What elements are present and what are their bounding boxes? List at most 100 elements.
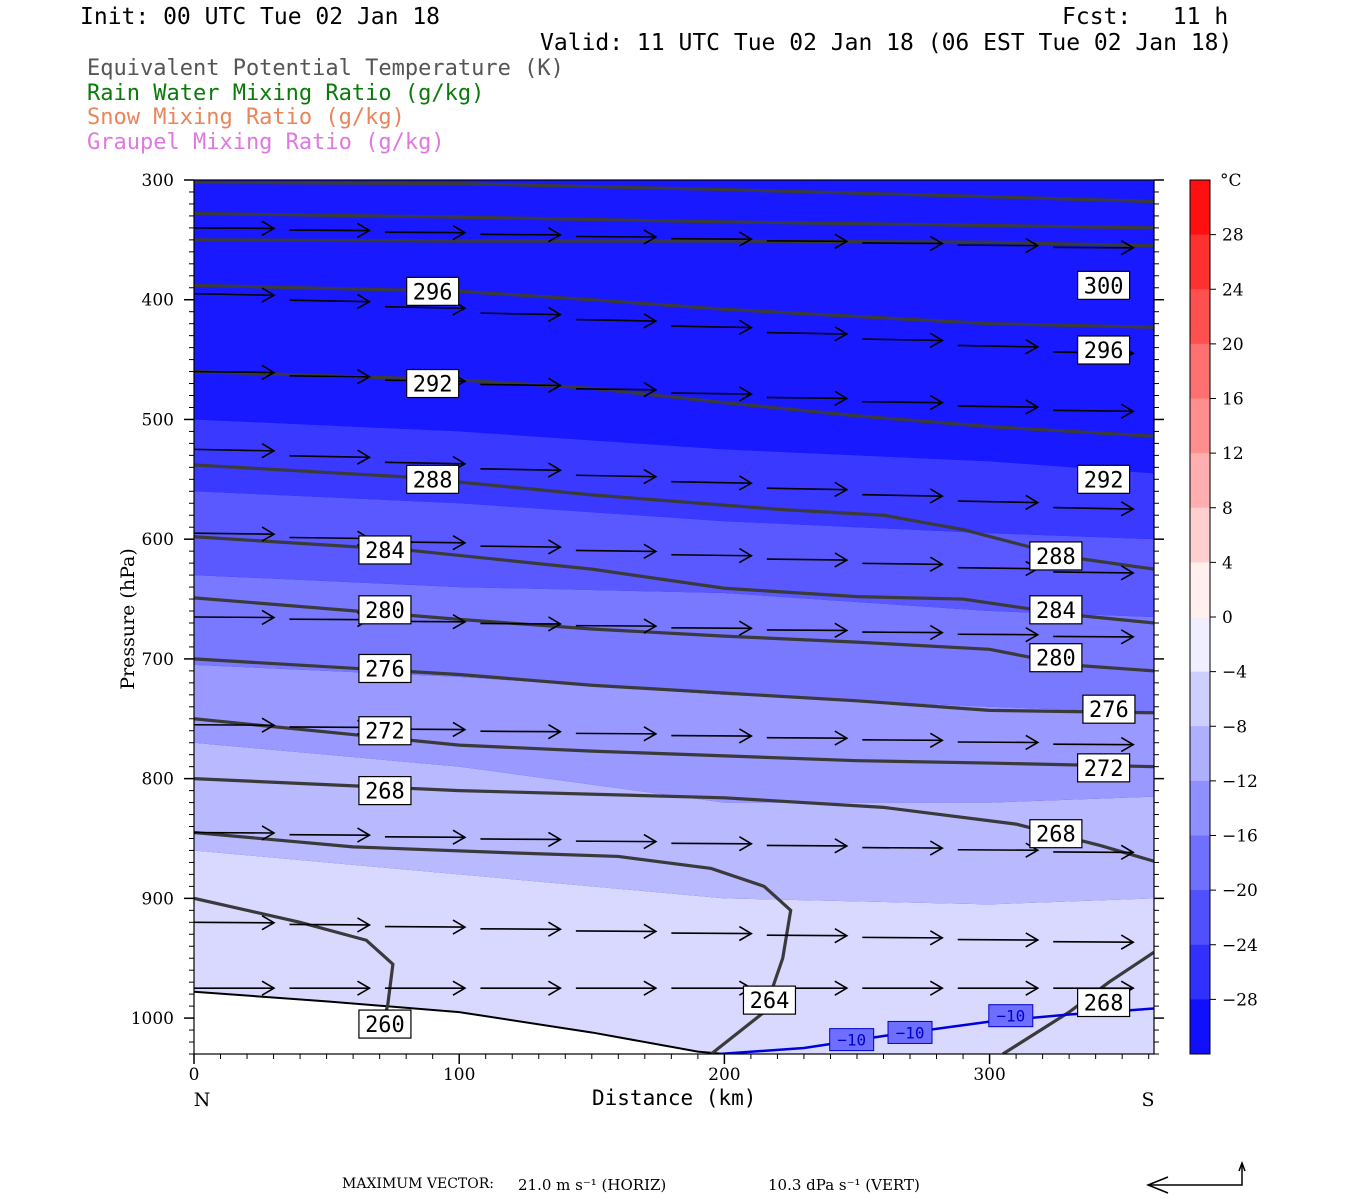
wind-arrow-head xyxy=(261,220,276,237)
wind-arrow xyxy=(289,833,370,836)
wind-arrow xyxy=(766,240,847,243)
wind-arrow xyxy=(480,622,561,625)
wind-arrow xyxy=(766,844,847,847)
y-tick-label: 600 xyxy=(142,530,174,550)
wind-arrow-head xyxy=(261,915,276,931)
theta-e-label-box xyxy=(358,1009,412,1039)
theta-e-label-box xyxy=(406,368,460,399)
colorbar-bin xyxy=(1190,180,1210,236)
wind-arrow-head xyxy=(738,620,753,636)
colorbar-label: 0 xyxy=(1222,608,1233,628)
wind-arrow-head xyxy=(738,547,753,564)
theta-e-contour xyxy=(194,830,793,1054)
colorbar-label: −8 xyxy=(1222,717,1247,737)
wind-arrow-head xyxy=(643,923,658,940)
wind-arrow-head xyxy=(1025,626,1040,643)
colorbar-label: −16 xyxy=(1222,827,1258,847)
theta-e-label: 288 xyxy=(1036,545,1076,570)
wind-arrow xyxy=(766,629,847,632)
wind-arrow-head xyxy=(548,980,562,996)
y-tick-label: 900 xyxy=(142,889,174,909)
y-tick-label: 300 xyxy=(142,171,174,191)
theta-e-label-box xyxy=(358,535,412,565)
wind-arrow-head xyxy=(929,235,944,252)
wind-arrow xyxy=(575,388,656,391)
wind-arrow xyxy=(862,562,943,566)
wind-arrow-head xyxy=(356,449,372,465)
wind-arrow xyxy=(766,331,847,335)
theta-e-label: 280 xyxy=(1036,647,1076,672)
wind-arrow-head xyxy=(1025,980,1040,996)
wind-arrow-head xyxy=(929,840,944,856)
wind-arrow xyxy=(384,925,465,928)
wind-arrow-head xyxy=(261,717,276,733)
colorbar-bin xyxy=(1190,343,1210,399)
y-axis-label: Pressure (hPa) xyxy=(117,548,139,690)
wind-arrow-head xyxy=(929,332,944,348)
colorbar-bin xyxy=(1190,890,1210,946)
wind-arrow xyxy=(671,325,752,329)
theta-e-label: 268 xyxy=(1036,823,1076,848)
wind-arrow xyxy=(862,493,943,497)
wind-arrow xyxy=(194,616,275,619)
colorbar-label: −24 xyxy=(1222,936,1258,956)
wind-arrow xyxy=(766,558,847,561)
max-vector-horiz: 21.0 m s⁻¹ (HORIZ) xyxy=(518,1176,667,1194)
wind-arrow-head xyxy=(452,614,467,630)
wind-arrow-head xyxy=(643,468,658,485)
wind-arrow-head xyxy=(738,728,753,744)
wind-arrow xyxy=(1053,743,1134,746)
wind-arrow xyxy=(766,396,847,400)
temperature-band xyxy=(194,742,1154,905)
reference-vector-icon xyxy=(1145,1160,1246,1194)
y-tick-label: 800 xyxy=(142,770,174,790)
wind-arrow-head xyxy=(834,838,849,854)
wind-arrow-head xyxy=(452,721,467,738)
x-tick-label: 300 xyxy=(973,1065,1005,1085)
colorbar-bin xyxy=(1190,726,1210,782)
wind-arrow xyxy=(862,936,943,939)
wind-arrow-head xyxy=(929,488,944,504)
theta-e-label-box xyxy=(358,716,412,746)
temperature-label: −10 xyxy=(837,1031,866,1050)
wind-arrow xyxy=(194,370,275,374)
colorbar-bin xyxy=(1190,507,1210,563)
theta-e-label: 284 xyxy=(1036,599,1076,624)
wind-arrow-head xyxy=(1120,403,1135,419)
colorbar-bin xyxy=(1190,562,1210,618)
terrain-line xyxy=(194,990,725,1054)
wind-arrow-head xyxy=(929,930,944,946)
wind-arrow-head xyxy=(834,481,849,498)
wind-arrow-head xyxy=(1120,629,1135,645)
wind-arrow xyxy=(575,474,656,478)
colorbar-bin xyxy=(1190,671,1210,727)
wind-arrow xyxy=(862,338,943,342)
colorbar-bin xyxy=(1190,617,1210,673)
wind-arrow xyxy=(384,461,465,465)
theta-e-label: 272 xyxy=(365,720,405,745)
wind-arrow-head xyxy=(452,829,467,845)
wind-arrow-head xyxy=(738,386,753,402)
y-tick-label: 1000 xyxy=(131,1009,174,1029)
wind-arrow-head xyxy=(547,462,562,478)
theta-e-label-box xyxy=(358,776,412,806)
wind-arrow-head xyxy=(1120,844,1135,861)
wind-arrow-head xyxy=(357,980,372,996)
y-tick-label: 400 xyxy=(142,291,174,311)
theta-e-label-box xyxy=(1029,541,1083,571)
south-end-label: S xyxy=(1141,1089,1154,1111)
wind-arrow-head xyxy=(643,980,658,996)
wind-arrow xyxy=(957,848,1038,852)
wind-arrow-head xyxy=(356,293,372,310)
wind-arrow xyxy=(862,400,943,404)
theta-e-label-box xyxy=(1077,335,1131,365)
theta-e-label: 272 xyxy=(1084,757,1124,782)
wind-arrow xyxy=(575,235,656,238)
wind-arrow xyxy=(671,842,752,845)
theta-e-label-box xyxy=(1029,819,1083,849)
wind-arrow-head xyxy=(261,609,276,626)
legend-entry: Snow Mixing Ratio (g/kg) xyxy=(87,105,405,130)
wind-arrow-head xyxy=(1120,736,1135,753)
theta-e-label-box xyxy=(742,985,797,1015)
